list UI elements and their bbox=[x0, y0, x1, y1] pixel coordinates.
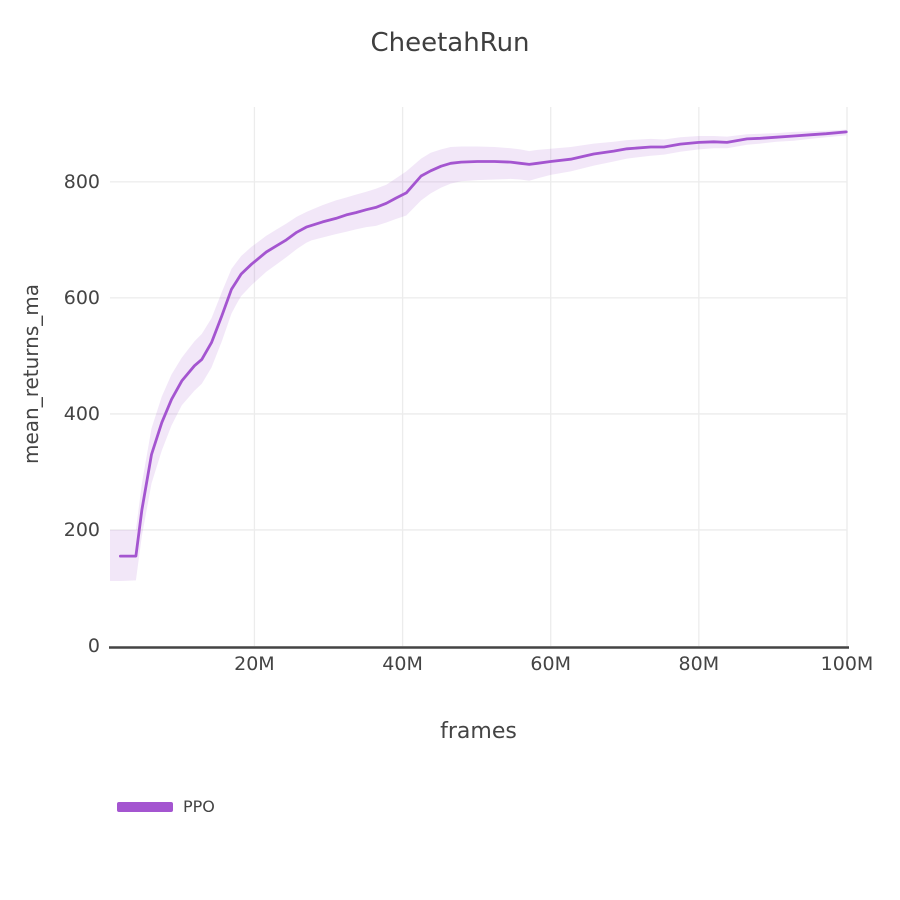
x-axis-title: frames bbox=[440, 719, 517, 744]
ppo-confidence-band bbox=[110, 129, 847, 581]
y-axis-title: mean_returns_ma bbox=[19, 283, 43, 465]
ppo-mean-line bbox=[119, 130, 848, 558]
x-tick-label: 100M bbox=[820, 653, 874, 675]
x-tick-label: 20M bbox=[234, 653, 275, 675]
x-tick-label: 40M bbox=[382, 653, 423, 675]
legend-item-ppo[interactable]: PPO bbox=[117, 797, 215, 816]
y-tick-label: 0 bbox=[87, 635, 100, 657]
x-tick-label: 60M bbox=[530, 653, 571, 675]
x-tick-label: 80M bbox=[678, 653, 720, 675]
y-tick-label: 800 bbox=[63, 170, 100, 193]
legend-label: PPO bbox=[183, 797, 215, 816]
ppo-line-swatch bbox=[117, 801, 173, 812]
y-tick-label: 200 bbox=[63, 518, 100, 541]
y-tick-label: 600 bbox=[63, 286, 100, 309]
chart-title: CheetahRun bbox=[370, 28, 530, 58]
y-tick-label: 400 bbox=[63, 402, 100, 425]
